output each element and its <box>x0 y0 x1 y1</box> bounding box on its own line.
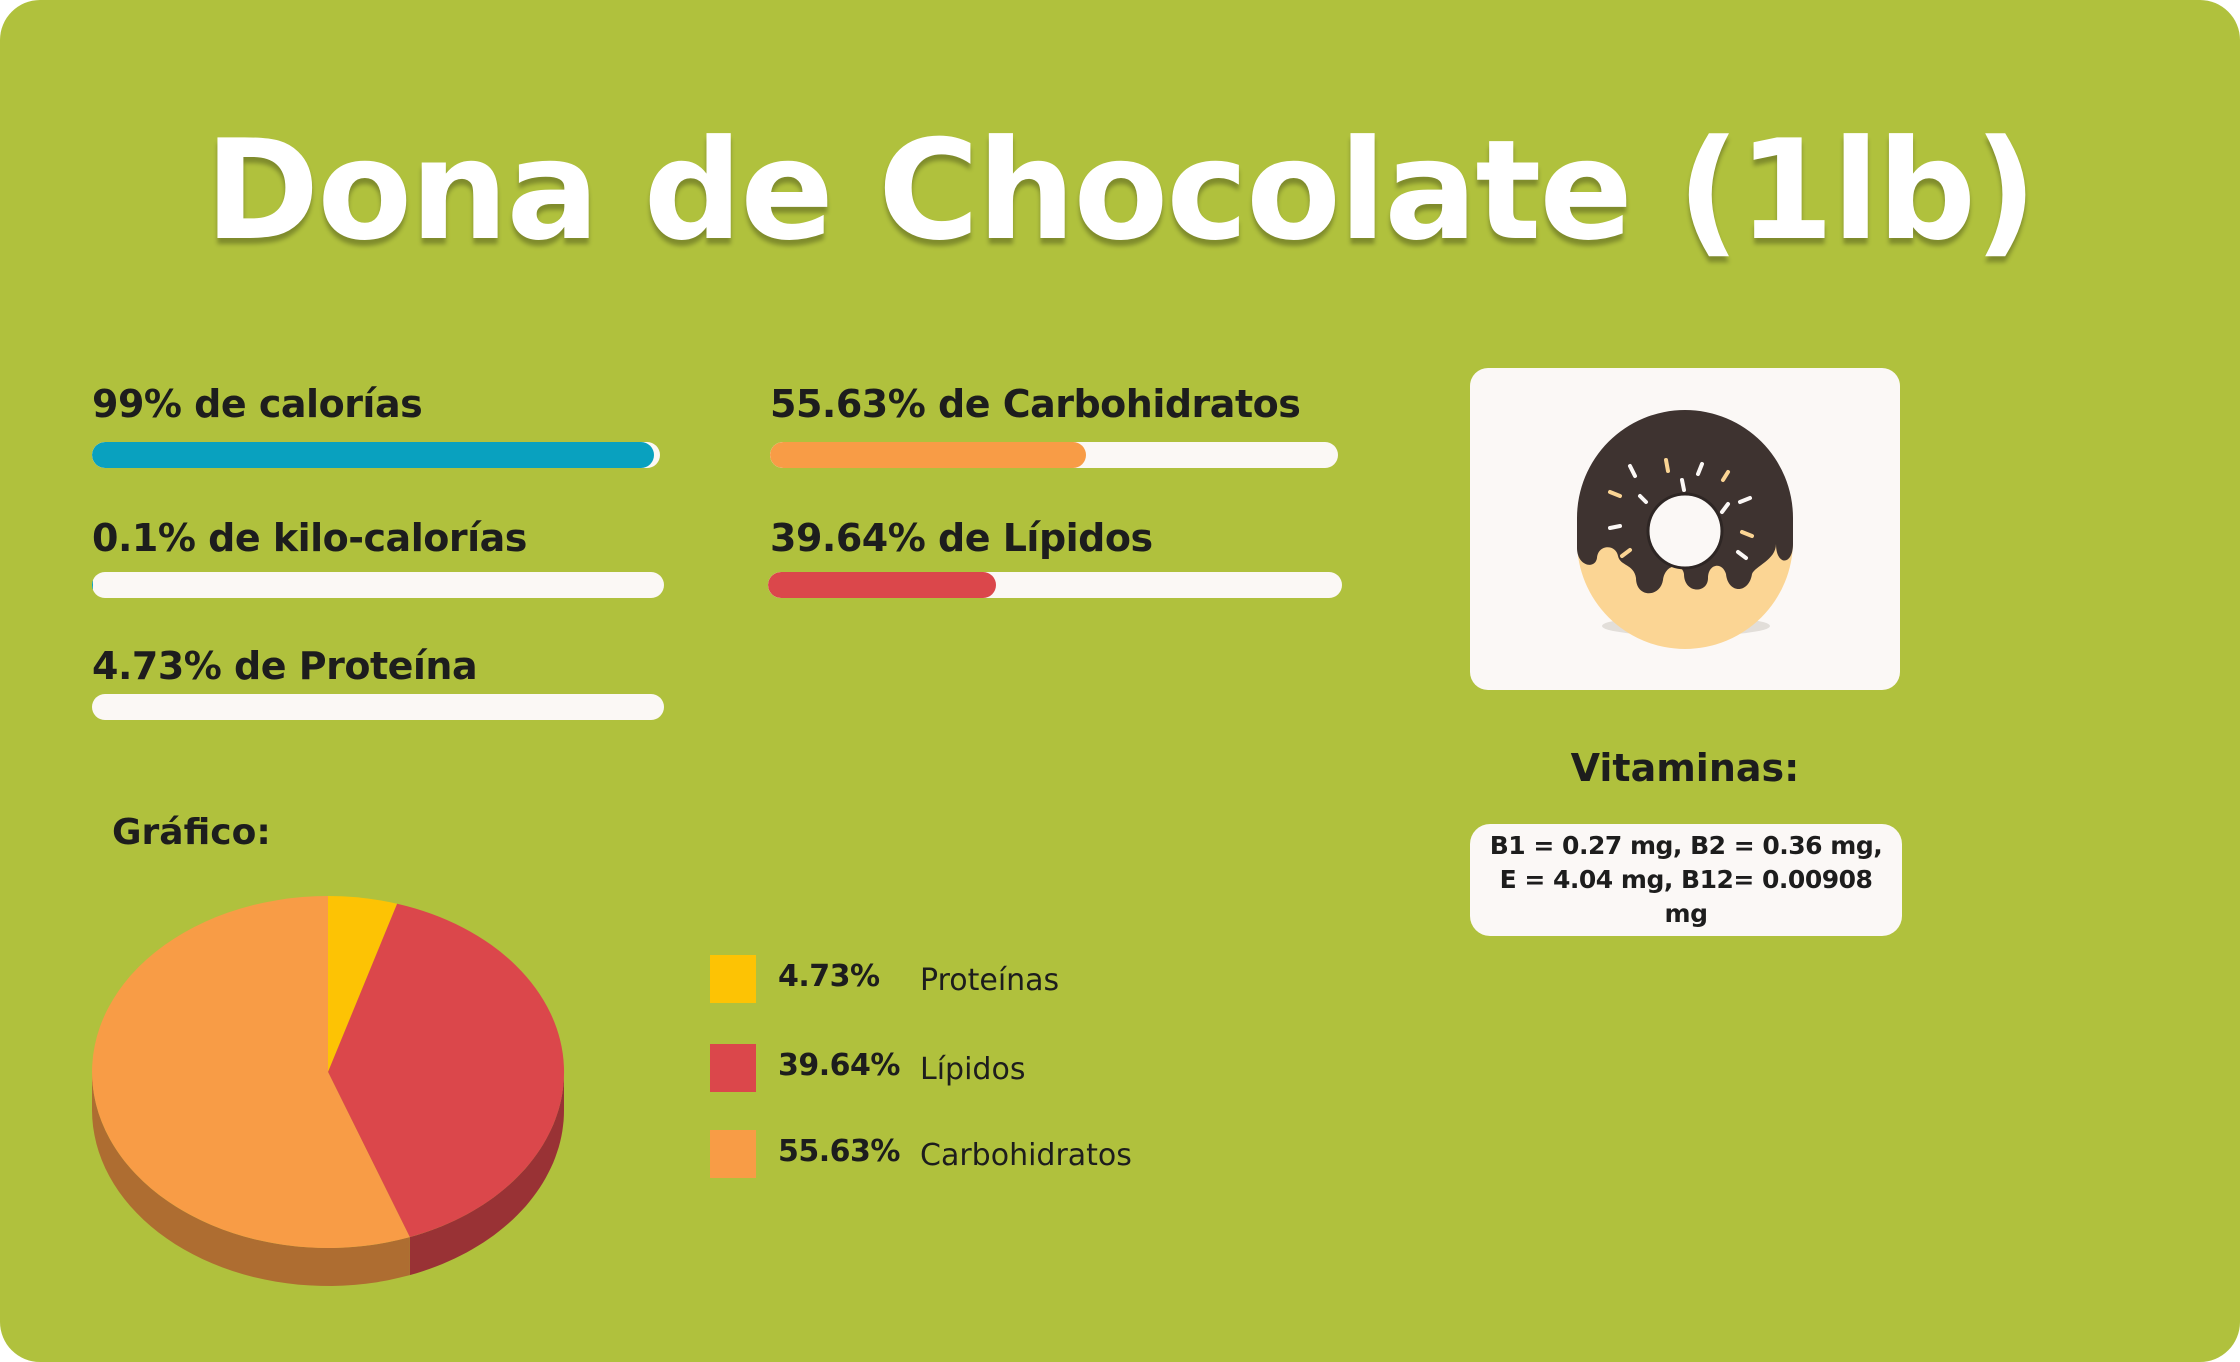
metric-protein-label: 4.73% de Proteína <box>92 644 478 688</box>
metric-carbs-bar <box>770 442 1338 468</box>
vitamins-box: B1 = 0.27 mg, B2 = 0.36 mg, E = 4.04 mg,… <box>1470 824 1902 936</box>
pie-slice-side-carbohidratos <box>92 1072 410 1286</box>
metric-carbs-fill <box>770 442 1086 468</box>
metric-calories-bar <box>92 442 660 468</box>
chocolate-donut-icon <box>1577 410 1793 649</box>
page-title: Dona de Chocolate (1lb) <box>204 110 2037 271</box>
pie-slice-side-lípidos <box>409 1072 564 1276</box>
metric-lipids-fill <box>768 572 996 598</box>
legend-swatch <box>710 955 756 1003</box>
legend-label: Lípidos <box>920 1052 1026 1087</box>
metric-calories-label: 99% de calorías <box>92 382 423 426</box>
pie-slice-carbohidratos <box>92 896 410 1248</box>
metric-protein-bar <box>92 694 664 720</box>
metric-lipids-bar <box>768 572 1342 598</box>
legend-label: Carbohidratos <box>920 1138 1132 1173</box>
legend-value: 55.63% <box>778 1134 900 1169</box>
metric-lipids-label: 39.64% de Lípidos <box>770 516 1153 560</box>
legend-value: 39.64% <box>778 1048 900 1083</box>
chart-title: Gráfico: <box>112 812 271 853</box>
metric-carbs-label: 55.63% de Carbohidratos <box>770 382 1301 426</box>
vitamins-title: Vitaminas: <box>1570 746 1800 790</box>
vitamins-text: B1 = 0.27 mg, B2 = 0.36 mg, E = 4.04 mg,… <box>1489 831 1883 928</box>
pie-slice-proteínas <box>328 896 398 1072</box>
legend-value: 4.73% <box>778 959 880 994</box>
metric-kilocalories-fill <box>92 572 93 598</box>
pie-chart <box>92 896 565 1286</box>
metric-kilocalories-bar <box>92 572 664 598</box>
metric-kilocalories-label: 0.1% de kilo-calorías <box>92 516 527 560</box>
legend-swatch <box>710 1044 756 1092</box>
food-image-frame <box>1470 368 1900 690</box>
legend-label: Proteínas <box>920 963 1060 998</box>
pie-slice-lípidos <box>328 903 565 1238</box>
metric-calories-fill <box>92 442 655 468</box>
legend-swatch <box>710 1130 756 1178</box>
